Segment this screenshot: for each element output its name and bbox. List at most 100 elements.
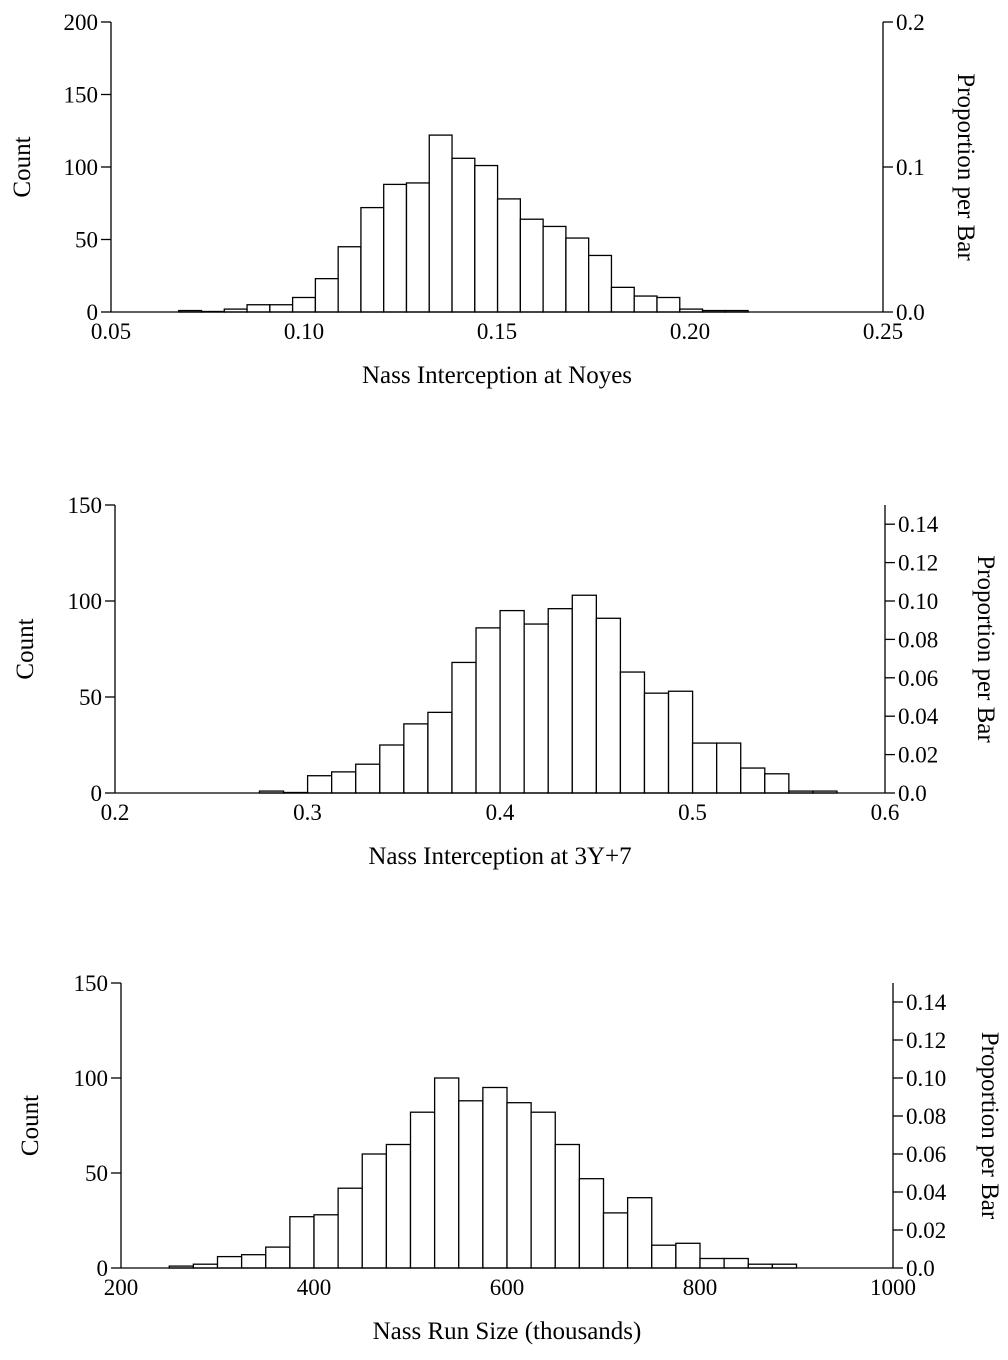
y2-tick-label: 0.02: [906, 1218, 946, 1243]
histogram-bar: [482, 1086, 508, 1269]
x-tick-label: 0.4: [486, 800, 515, 825]
y-tick-label: 100: [74, 1066, 109, 1091]
histogram-bar: [427, 711, 453, 794]
y2-tick-label: 0.06: [906, 1142, 946, 1167]
histogram-panel-noyes: 0 50 100 150 200 0.0 0.1 0.2 0.05 0.10 0.15 0.20 0.2…: [9, 10, 979, 389]
histogram-bar: [633, 295, 658, 313]
histogram-bar: [451, 157, 476, 313]
y-tick-label: 0: [97, 1256, 109, 1281]
y2-tick-label: 0.0: [898, 781, 927, 806]
histogram-bar: [691, 742, 718, 794]
y2-tick-label: 0.10: [898, 589, 938, 614]
histogram-bar: [595, 617, 622, 794]
y2-tick-label: 0.10: [906, 1066, 946, 1091]
histogram-bar: [433, 1077, 460, 1269]
histogram-bar: [458, 1100, 484, 1269]
x-tick-label: 0.10: [284, 319, 324, 344]
histogram-bar: [337, 1187, 363, 1269]
histogram-bar: [547, 608, 573, 794]
histogram-bar: [626, 1197, 653, 1269]
histogram-bar: [764, 773, 790, 794]
x-tick-label: 0.20: [670, 319, 710, 344]
histogram-bar: [651, 1244, 677, 1269]
histogram-bar: [291, 296, 317, 313]
histogram-bar: [379, 744, 405, 794]
x-tick-label: 0.3: [293, 800, 322, 825]
y-tick-label: 50: [75, 228, 98, 253]
x-tick-label: 1000: [870, 1275, 916, 1300]
histogram-bar: [716, 742, 742, 794]
y2-tick-label: 0.14: [906, 990, 947, 1015]
histogram-bar: [355, 763, 381, 794]
histogram-bar: [530, 1111, 556, 1269]
x-axis-title: Nass Run Size (thousands): [373, 1318, 642, 1345]
histogram-bar: [699, 1257, 725, 1269]
histogram-bar: [554, 1143, 581, 1269]
y2-tick-label: 0.1: [896, 155, 925, 180]
histogram-bar: [240, 1254, 267, 1269]
y2-tick-label: 0.04: [898, 704, 939, 729]
histogram-bar: [313, 1214, 339, 1269]
histogram-bar: [289, 1216, 315, 1269]
histogram-bar: [475, 627, 501, 794]
histogram-bar: [519, 218, 544, 313]
y-tick-label: 100: [68, 589, 103, 614]
y2-tick-label: 0.08: [906, 1104, 946, 1129]
histogram-bar: [675, 1242, 701, 1269]
histogram-bar: [602, 1212, 629, 1269]
histogram-bar: [428, 134, 453, 313]
histogram-bar: [360, 206, 385, 313]
histogram-bar: [361, 1153, 388, 1269]
x-tick-label: 0.5: [678, 800, 707, 825]
histogram-bar: [656, 296, 681, 313]
x-tick-label: 0.15: [477, 319, 517, 344]
y2-tick-label: 0.0: [896, 300, 925, 325]
histogram-bar: [451, 661, 477, 794]
histogram-bar: [496, 198, 522, 313]
y-tick-label: 150: [68, 493, 103, 518]
histogram-bar: [331, 771, 357, 794]
histogram-bar: [314, 277, 339, 313]
y2-tick-label: 0.12: [906, 1028, 946, 1053]
histogram-bar: [265, 1246, 291, 1269]
histogram-bar: [506, 1102, 532, 1269]
histogram-bar: [740, 767, 766, 794]
histogram-panel-run-size: 0 50 100 150 0.0 0.02 0.04 0.06 0.08 0.10 0.12 0.14…: [17, 971, 1003, 1345]
y-axis-title: Count: [12, 618, 39, 679]
histogram-bar: [578, 1178, 605, 1269]
y2-tick-label: 0.02: [898, 743, 938, 768]
y-tick-label: 0: [91, 781, 103, 806]
histogram-bar: [565, 237, 590, 313]
y2-axis-title: Proportion per Bar: [952, 73, 979, 261]
y2-tick-label: 0.04: [906, 1180, 947, 1205]
histogram-bar: [610, 286, 635, 313]
histogram-bar: [216, 1255, 243, 1269]
x-tick-label: 0.6: [871, 800, 900, 825]
histogram-bar: [667, 690, 694, 794]
x-tick-label: 800: [683, 1275, 718, 1300]
y2-tick-label: 0.06: [898, 666, 938, 691]
histogram-bar: [306, 775, 333, 794]
histogram-bar: [337, 246, 362, 313]
histogram-bar: [405, 182, 430, 313]
histogram-bar: [269, 304, 294, 313]
y-tick-label: 50: [79, 685, 102, 710]
histogram-bar: [723, 1257, 749, 1269]
y2-axis-title: Proportion per Bar: [972, 555, 999, 743]
histogram-bar: [643, 692, 670, 794]
histogram-bar: [588, 254, 613, 313]
y-axis-title: Count: [9, 136, 36, 197]
x-axis-title: Nass Interception at Noyes: [362, 362, 632, 389]
x-tick-label: 0.25: [863, 319, 903, 344]
y-tick-label: 0: [87, 300, 99, 325]
x-tick-label: 200: [104, 1275, 139, 1300]
y-tick-label: 200: [64, 10, 99, 35]
y-axis-title: Count: [17, 1095, 44, 1156]
y2-tick-label: 0.14: [898, 512, 939, 537]
x-tick-label: 0.05: [91, 319, 131, 344]
histogram-panel-3y7: 0 50 100 150 0.0 0.02 0.04 0.06 0.08 0.10 0.12 0.14…: [12, 493, 999, 870]
y2-axis-title: Proportion per Bar: [976, 1032, 1003, 1220]
histogram-bar: [383, 183, 408, 313]
y-tick-label: 150: [64, 83, 99, 108]
